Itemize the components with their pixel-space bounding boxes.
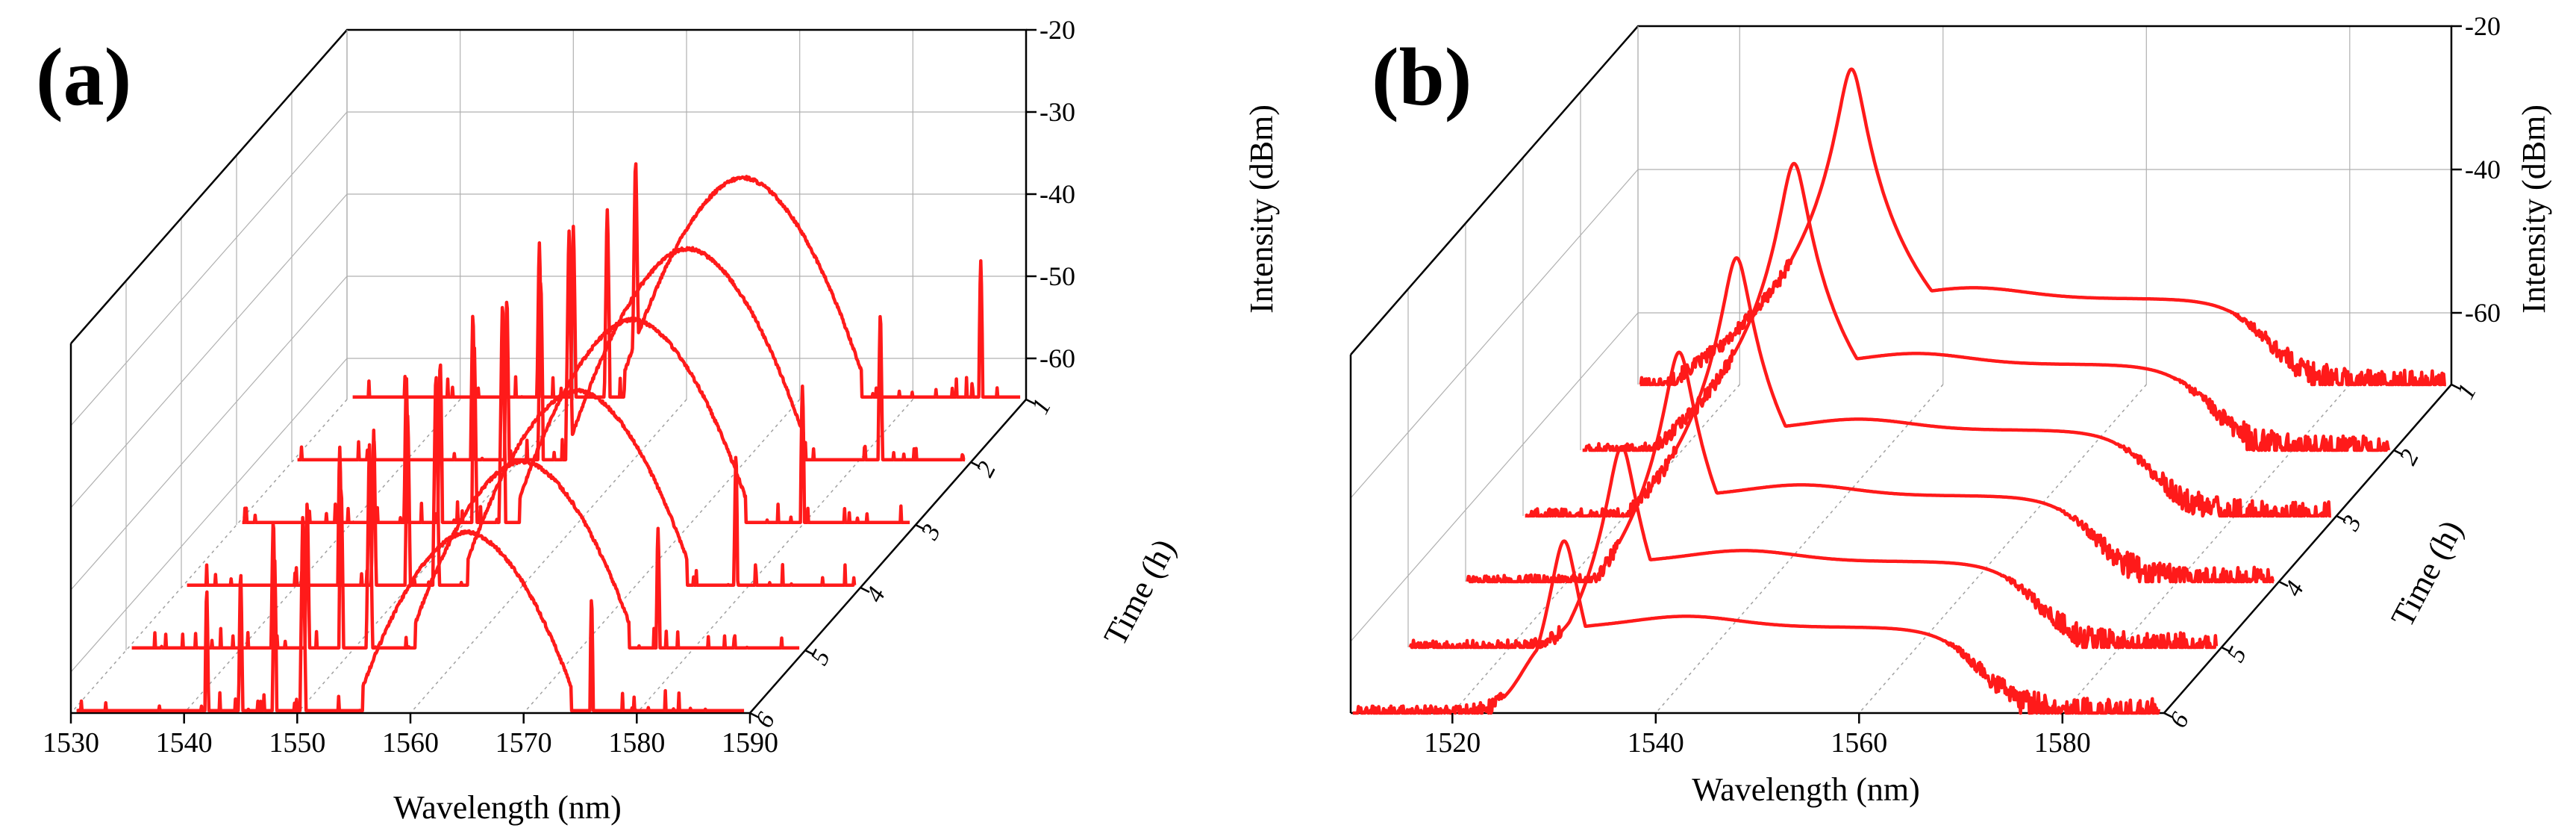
panel-a-ztick-1: -30 xyxy=(1040,97,1075,127)
panel-b-ytick-mark-4 xyxy=(2221,646,2231,653)
panel-a-ztick-4: -60 xyxy=(1040,343,1075,373)
panel-a-xtick-2: 1550 xyxy=(269,727,325,759)
panel-b-ztick-0: -20 xyxy=(2465,11,2501,41)
panel-b-x-title: Wavelength (nm) xyxy=(1692,771,1920,808)
panel-b-ytick-mark-3 xyxy=(2278,580,2289,588)
panel-b-ytick-2: 3 xyxy=(2336,511,2367,535)
panel-a-traces xyxy=(75,162,1022,712)
panel-a-trace-3 xyxy=(241,305,911,524)
panel-a-trace-6 xyxy=(75,516,745,712)
panel-b-trace-3 xyxy=(1524,256,2333,518)
panel-b-xtick-2: 1560 xyxy=(1831,727,1887,759)
panel-a-floor-xgrid-4 xyxy=(523,399,801,714)
panel-b-floor-xgrid-2 xyxy=(1858,384,2147,714)
panel-b-ytick-mark-0 xyxy=(2451,383,2461,390)
panel-b-trace-4 xyxy=(1466,350,2275,584)
panel-b-xtick-0: 1520 xyxy=(1424,727,1481,759)
panel-b-floor-xgrid-3 xyxy=(2062,384,2351,714)
panel-b-trace-5 xyxy=(1408,444,2219,650)
panel-a-ytick-3: 4 xyxy=(860,582,891,606)
panel-a-floor-xgrid-5 xyxy=(636,399,913,714)
panel-a-trace-1 xyxy=(351,162,1022,399)
panel-a-ytick-4: 5 xyxy=(805,645,836,669)
panel-a-xtick-1: 1540 xyxy=(156,727,213,759)
panel-b-floor-xgrid-0 xyxy=(1451,384,1740,714)
panel-a-floor-xgrid-1 xyxy=(184,399,461,714)
panel-b-xtick-1: 1540 xyxy=(1628,727,1684,759)
panel-a-xtick-6: 1590 xyxy=(722,727,778,759)
panel-b-ytick-1: 2 xyxy=(2394,445,2425,469)
panel-a: 1530 1540 1550 1560 1570 1580 1590 -20 -30 -40 -50… xyxy=(36,15,1280,826)
panel-b-z-title: Intensity (dBm) xyxy=(2516,105,2552,314)
panel-a-x-title: Wavelength (nm) xyxy=(393,789,622,826)
panel-a-ztick-2: -40 xyxy=(1040,179,1075,209)
panel-a-ytick-mark-4 xyxy=(804,649,815,656)
panel-a-trace-5 xyxy=(131,443,801,650)
panel-a-top-edges xyxy=(70,28,1028,399)
panel-a-ytick-0: 1 xyxy=(1026,394,1057,418)
panel-a-trace-4 xyxy=(186,376,857,587)
panel-a-xtick-0: 1530 xyxy=(43,727,99,759)
panel-a-xtick-4: 1570 xyxy=(495,727,552,759)
panel-a-ytick-mark-3 xyxy=(860,586,870,594)
panel-b-ztick-1: -40 xyxy=(2465,155,2501,184)
panel-b: 1520 1540 1560 1580 -20 -40 -60 1 2 3 4 5 6 (b) Wave… xyxy=(1349,11,2552,808)
panel-b-trace-1 xyxy=(1639,67,2448,387)
panel-b-frame xyxy=(1349,25,2453,715)
panel-b-trace-2 xyxy=(1581,161,2391,452)
panel-a-ztick-0: -20 xyxy=(1040,15,1075,45)
panel-b-traces xyxy=(1351,67,2448,715)
panel-b-ytick-4: 5 xyxy=(2222,642,2252,666)
panel-a-ytick-1: 2 xyxy=(971,457,1001,481)
panel-b-ticks: 1520 1540 1560 1580 -20 -40 -60 1 2 3 4 5 6 xyxy=(1424,11,2501,759)
panel-a-ytick-2: 3 xyxy=(916,520,946,544)
panel-b-ytick-mark-1 xyxy=(2393,449,2404,456)
panel-b-ztick-2: -60 xyxy=(2465,298,2501,328)
panel-a-y-title: Time (h) xyxy=(1097,533,1183,652)
panel-b-y-title: Time (h) xyxy=(2384,514,2470,633)
panel-a-xtick-3: 1560 xyxy=(382,727,439,759)
panel-b-zgrid-0 xyxy=(1350,25,2451,355)
panel-a-zgrid-0 xyxy=(70,29,1026,344)
panel-b-floor-xgrid-1 xyxy=(1655,384,1944,714)
panel-a-label: (a) xyxy=(36,31,131,122)
panel-b-xtick-3: 1580 xyxy=(2034,727,2091,759)
panel-b-grid xyxy=(1350,25,2451,714)
panel-a-floor-xgrid-3 xyxy=(410,399,687,714)
panel-b-trace-6 xyxy=(1351,539,2161,715)
panel-a-ticks: 1530 1540 1550 1560 1570 1580 1590 -20 -30 -40 -50… xyxy=(43,15,1075,759)
panel-a-xtick-5: 1580 xyxy=(608,727,665,759)
panel-b-ytick-mark-2 xyxy=(2336,514,2346,522)
panel-a-z-title: Intensity (dBm) xyxy=(1243,105,1280,314)
panel-a-ztick-3: -50 xyxy=(1040,261,1075,291)
panel-a-ytick-mark-1 xyxy=(970,461,981,468)
panel-a-ytick-mark-0 xyxy=(1025,398,1036,405)
panel-b-label: (b) xyxy=(1372,31,1472,122)
panel-b-ytick-5: 6 xyxy=(2164,708,2195,732)
panel-a-ytick-mark-5 xyxy=(749,712,760,719)
panel-b-ytick-3: 4 xyxy=(2279,576,2310,600)
panel-b-top-edges xyxy=(1350,25,2453,385)
panel-b-ytick-0: 1 xyxy=(2451,379,2482,403)
panel-a-ytick-mark-2 xyxy=(915,523,925,531)
panel-b-ytick-mark-5 xyxy=(2163,712,2174,719)
